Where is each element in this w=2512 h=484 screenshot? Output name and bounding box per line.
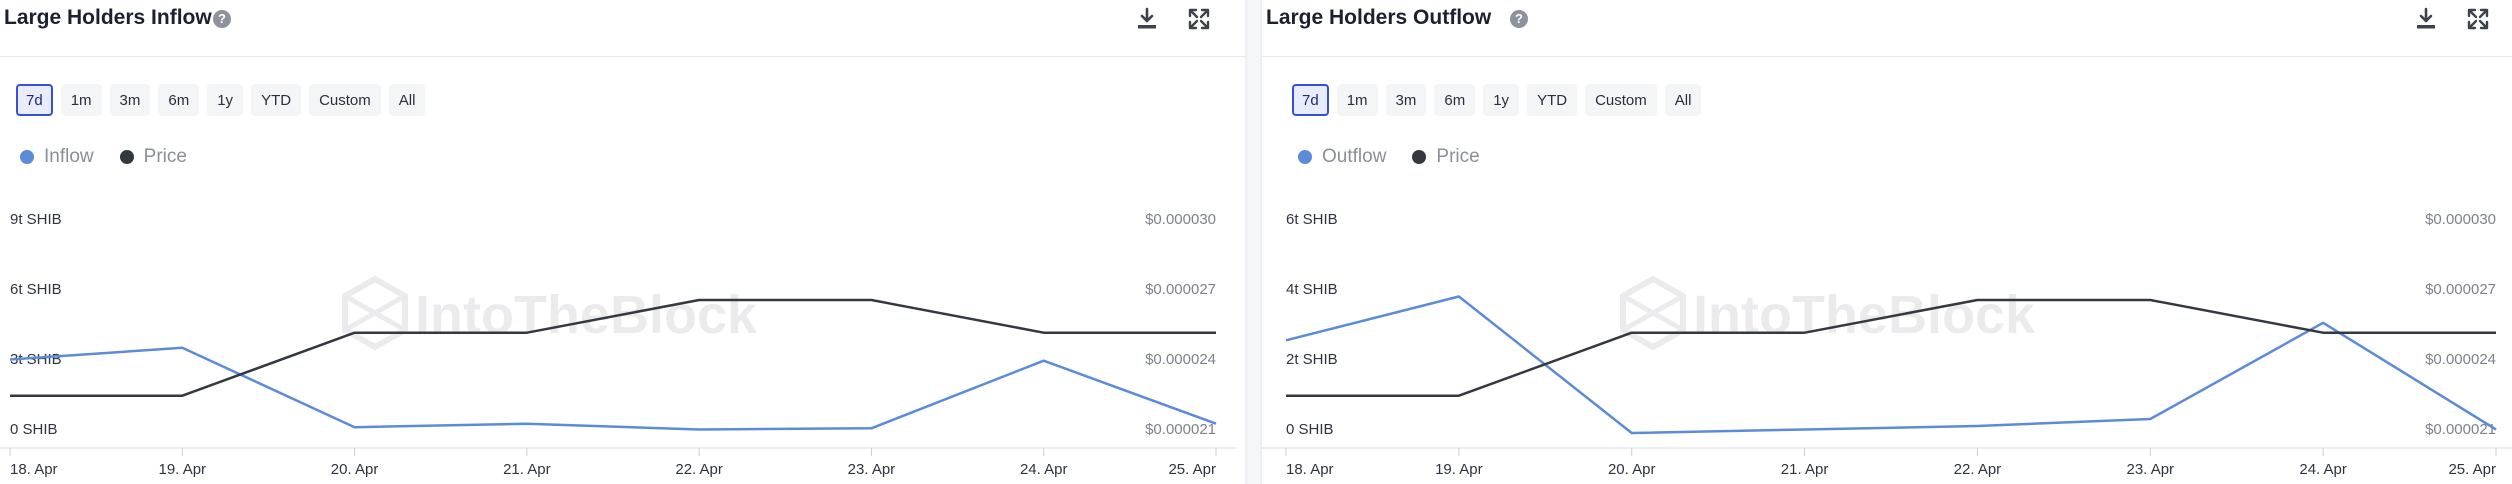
range-selector: 7d 1m 3m 6m 1y YTD Custom All: [16, 84, 426, 118]
x-tick-label: 22. Apr: [675, 461, 723, 478]
inflow-panel: Large Holders Inflow ? 7d 1m 3m 6m 1y YT…: [0, 0, 1245, 484]
x-tick-label: 18. Apr: [1286, 461, 1334, 478]
watermark-logo-icon: [342, 275, 408, 351]
download-icon[interactable]: [1134, 6, 1160, 32]
legend-item-price[interactable]: Price: [119, 146, 187, 168]
panel-title: Large Holders Outflow: [1266, 6, 1492, 29]
panel-title: Large Holders Inflow: [4, 6, 212, 29]
watermark-logo-cross: [343, 293, 407, 333]
legend-item-outflow[interactable]: Outflow: [1298, 146, 1386, 168]
y-right-tick-label: $0.000027: [1145, 281, 1216, 298]
watermark-logo-icon: [1620, 275, 1686, 351]
y-left-tick-label: 4t SHIB: [1286, 281, 1338, 298]
legend-marker-price: [119, 150, 134, 164]
range-button-all[interactable]: All: [1664, 84, 1702, 116]
y-right-tick-label: $0.000024: [2425, 351, 2496, 368]
x-tick-label: 19. Apr: [159, 461, 207, 478]
expand-icon[interactable]: [1186, 6, 1212, 32]
panel-divider: [1245, 0, 1262, 484]
x-tick-label: 24. Apr: [2299, 461, 2347, 478]
legend-item-price[interactable]: Price: [1412, 146, 1480, 168]
x-tick-label: 23. Apr: [2127, 461, 2175, 478]
legend-marker-price: [1412, 150, 1427, 164]
y-left-tick-label: 3t SHIB: [10, 351, 62, 368]
x-tick-label: 25. Apr: [2448, 461, 2496, 478]
y-left-tick-label: 6t SHIB: [10, 281, 62, 298]
panel-header: Large Holders Inflow ?: [0, 0, 1245, 57]
outflow-chart: IntoTheBlock 0 SHIB 2t SHIB 4t SHIB 6t SHIB $…: [1262, 211, 2512, 478]
range-button-1y[interactable]: 1y: [207, 84, 244, 116]
legend-label-inflow: Inflow: [44, 146, 94, 167]
range-button-7d[interactable]: 7d: [1292, 84, 1329, 116]
y-right-tick-label: $0.000021: [1145, 421, 1216, 438]
help-icon[interactable]: ?: [213, 10, 231, 28]
legend-marker-inflow: [20, 150, 34, 164]
range-button-ytd[interactable]: YTD: [1527, 84, 1578, 116]
legend-marker-outflow: [1298, 150, 1312, 164]
range-button-1m[interactable]: 1m: [60, 84, 102, 116]
range-button-ytd[interactable]: YTD: [251, 84, 302, 116]
watermark-text: IntoTheBlock: [1693, 285, 2036, 345]
chart-legend: Outflow Price: [1298, 146, 1480, 168]
range-button-7d[interactable]: 7d: [16, 84, 53, 116]
panel-header: Large Holders Outflow ?: [1262, 0, 2512, 57]
range-button-custom[interactable]: Custom: [1585, 84, 1657, 116]
x-tick-label: 23. Apr: [848, 461, 896, 478]
series-line-outflow[interactable]: [1285, 295, 2497, 435]
x-tick-label: 21. Apr: [1781, 461, 1829, 478]
outflow-panel: Large Holders Outflow ? 7d 1m 3m 6m 1y Y…: [1262, 0, 2512, 484]
watermark: IntoTheBlock: [1620, 275, 2036, 351]
help-icon[interactable]: ?: [1510, 10, 1528, 28]
legend-label-price: Price: [1436, 146, 1480, 167]
watermark-text: IntoTheBlock: [415, 285, 758, 345]
y-left-tick-label: 9t SHIB: [10, 211, 62, 228]
y-right-tick-label: $0.000030: [1145, 211, 1216, 228]
chart-legend: Inflow Price: [20, 146, 187, 168]
download-icon[interactable]: [2413, 6, 2439, 32]
y-right-tick-label: $0.000024: [1145, 351, 1216, 368]
x-tick-label: 22. Apr: [1954, 461, 2002, 478]
x-tick-label: 20. Apr: [331, 461, 379, 478]
y-right-tick-label: $0.000027: [2425, 281, 2496, 298]
series-line-inflow[interactable]: [9, 346, 1217, 431]
range-button-1m[interactable]: 1m: [1336, 84, 1378, 116]
y-left-tick-label: 0 SHIB: [1286, 421, 1334, 438]
y-left-tick-label: 0 SHIB: [10, 421, 58, 438]
x-tick-label: 21. Apr: [503, 461, 551, 478]
range-button-1y[interactable]: 1y: [1483, 84, 1520, 116]
range-button-3m[interactable]: 3m: [109, 84, 151, 116]
x-tick-label: 20. Apr: [1608, 461, 1656, 478]
x-tick-label: 18. Apr: [10, 461, 58, 478]
legend-item-inflow[interactable]: Inflow: [20, 146, 94, 168]
y-right-tick-label: $0.000021: [2425, 421, 2496, 438]
watermark: IntoTheBlock: [342, 275, 758, 351]
y-right-tick-label: $0.000030: [2425, 211, 2496, 228]
x-tick-label: 25. Apr: [1168, 461, 1216, 478]
y-left-tick-label: 2t SHIB: [1286, 351, 1338, 368]
range-button-custom[interactable]: Custom: [309, 84, 381, 116]
expand-icon[interactable]: [2465, 6, 2491, 32]
y-left-tick-label: 6t SHIB: [1286, 211, 1338, 228]
range-button-3m[interactable]: 3m: [1385, 84, 1427, 116]
range-button-6m[interactable]: 6m: [1434, 84, 1476, 116]
series-line-price[interactable]: [10, 298, 1216, 397]
x-tick-label: 19. Apr: [1435, 461, 1483, 478]
legend-label-price: Price: [143, 146, 187, 167]
x-tick-label: 24. Apr: [1020, 461, 1068, 478]
watermark-logo-cross: [1621, 293, 1685, 333]
range-button-all[interactable]: All: [388, 84, 426, 116]
legend-label-outflow: Outflow: [1322, 146, 1387, 167]
inflow-chart: IntoTheBlock 0 SHIB 3t SHIB 6t SHIB 9t SHIB $…: [0, 211, 1236, 478]
range-selector: 7d 1m 3m 6m 1y YTD Custom All: [1292, 84, 1702, 118]
series-line-price[interactable]: [1286, 298, 2496, 397]
range-button-6m[interactable]: 6m: [158, 84, 200, 116]
